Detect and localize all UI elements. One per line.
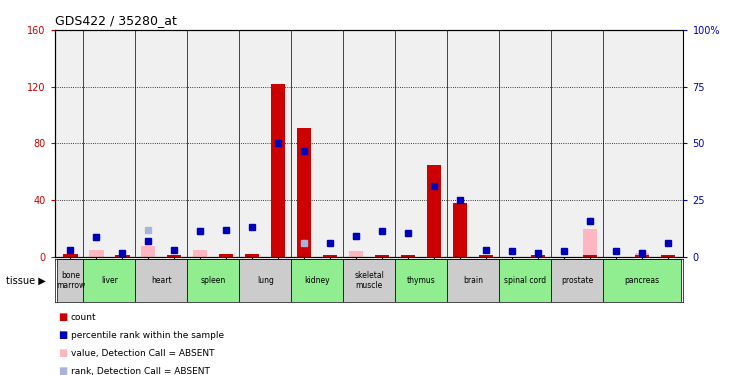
Bar [271,84,285,257]
Text: spleen: spleen [201,276,226,285]
Text: bone
marrow: bone marrow [56,271,85,290]
Bar [297,251,311,257]
Bar [453,203,467,257]
Bar [115,255,129,257]
Text: ■: ■ [58,312,68,322]
Bar [89,250,104,257]
Bar [187,259,239,302]
Text: count: count [71,313,96,322]
Bar [375,255,390,257]
Text: tissue ▶: tissue ▶ [6,275,45,285]
Bar [499,259,551,302]
Text: brain: brain [463,276,483,285]
Bar [583,228,597,257]
Text: rank, Detection Call = ABSENT: rank, Detection Call = ABSENT [71,367,210,375]
Text: ■: ■ [58,366,68,375]
Bar [635,253,649,257]
Bar [291,259,343,302]
Bar [167,255,181,257]
Text: GDS422 / 35280_at: GDS422 / 35280_at [55,15,177,27]
Bar [245,254,260,257]
Bar [531,255,545,257]
Text: pancreas: pancreas [624,276,659,285]
Bar [323,255,337,257]
Text: value, Detection Call = ABSENT: value, Detection Call = ABSENT [71,349,214,358]
Bar [583,255,597,257]
Bar [427,165,442,257]
Text: liver: liver [101,276,118,285]
Text: lung: lung [257,276,273,285]
Text: heart: heart [151,276,172,285]
Bar [349,251,363,257]
Bar [551,259,603,302]
Bar [447,259,499,302]
Bar [661,255,675,257]
Text: thymus: thymus [406,276,436,285]
Bar [343,259,395,302]
Text: skeletal
muscle: skeletal muscle [355,271,384,290]
Text: prostate: prostate [561,276,593,285]
Bar [135,259,187,302]
Text: ■: ■ [58,330,68,340]
Bar [219,254,233,257]
Bar [141,246,156,257]
Bar [64,254,77,257]
Bar [603,259,681,302]
Bar [193,250,208,257]
Bar [239,259,291,302]
Text: ■: ■ [58,348,68,358]
Bar [401,255,415,257]
Text: percentile rank within the sample: percentile rank within the sample [71,331,224,340]
Bar [297,128,311,257]
Bar [635,255,649,257]
Text: spinal cord: spinal cord [504,276,546,285]
Bar [395,259,447,302]
Bar [479,255,493,257]
Bar [83,259,135,302]
Text: kidney: kidney [304,276,330,285]
Bar [58,259,83,302]
